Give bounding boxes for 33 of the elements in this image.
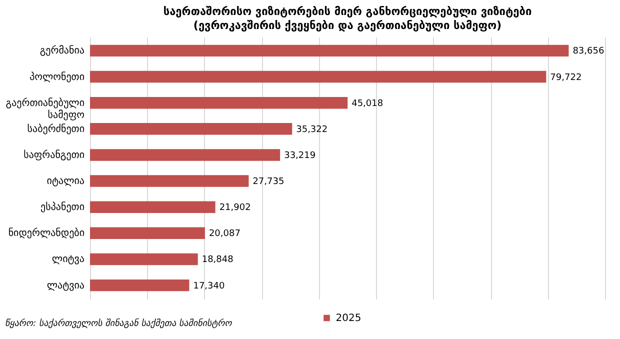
bar bbox=[90, 123, 292, 135]
y-tick-label: საბერძნეთი bbox=[27, 122, 84, 135]
data-label: 18,848 bbox=[202, 255, 234, 266]
bar bbox=[90, 44, 569, 57]
bar bbox=[90, 201, 216, 213]
bar bbox=[90, 175, 249, 187]
bar bbox=[90, 253, 198, 266]
data-label: 17,340 bbox=[193, 281, 225, 292]
data-label: 21,902 bbox=[219, 203, 251, 214]
y-tick-label: ლიტვა bbox=[52, 254, 84, 266]
y-tick-label: იტალია bbox=[46, 176, 84, 188]
data-label: 35,322 bbox=[296, 124, 328, 135]
y-tick-label: საფრანგეთი bbox=[24, 148, 84, 161]
data-label: 79,722 bbox=[550, 72, 582, 83]
data-label: 20,087 bbox=[208, 229, 240, 240]
chart-title: საერთაშორისო ვიზიტორების მიერ განხორციელებული ვიზიტები bbox=[163, 5, 532, 18]
data-label: 45,018 bbox=[352, 98, 384, 109]
legend-label: 2025 bbox=[336, 313, 362, 324]
y-tick-label: ლატვია bbox=[46, 280, 84, 292]
data-label: 33,219 bbox=[284, 150, 316, 161]
text: წყარო: საქართველოს შინაგან საქმეთა სამინისტრო bbox=[5, 318, 233, 329]
bar bbox=[90, 70, 546, 83]
bar bbox=[90, 279, 190, 292]
y-tick-label: ესპანეთი bbox=[40, 201, 84, 214]
bar bbox=[90, 96, 348, 109]
y-tick-label: გერმანია bbox=[40, 44, 84, 57]
bar bbox=[90, 149, 280, 161]
bar bbox=[90, 227, 205, 240]
chart-subtitle: (ევროკავშირის ქვეყნები და გაერთიანებული სამეფო) bbox=[193, 19, 502, 32]
y-tick-label: პოლონეთი bbox=[30, 70, 84, 83]
y-tick-label: ნიდერლანდები bbox=[8, 227, 84, 240]
data-label: 27,735 bbox=[252, 177, 284, 188]
data-label: 83,656 bbox=[572, 46, 604, 57]
